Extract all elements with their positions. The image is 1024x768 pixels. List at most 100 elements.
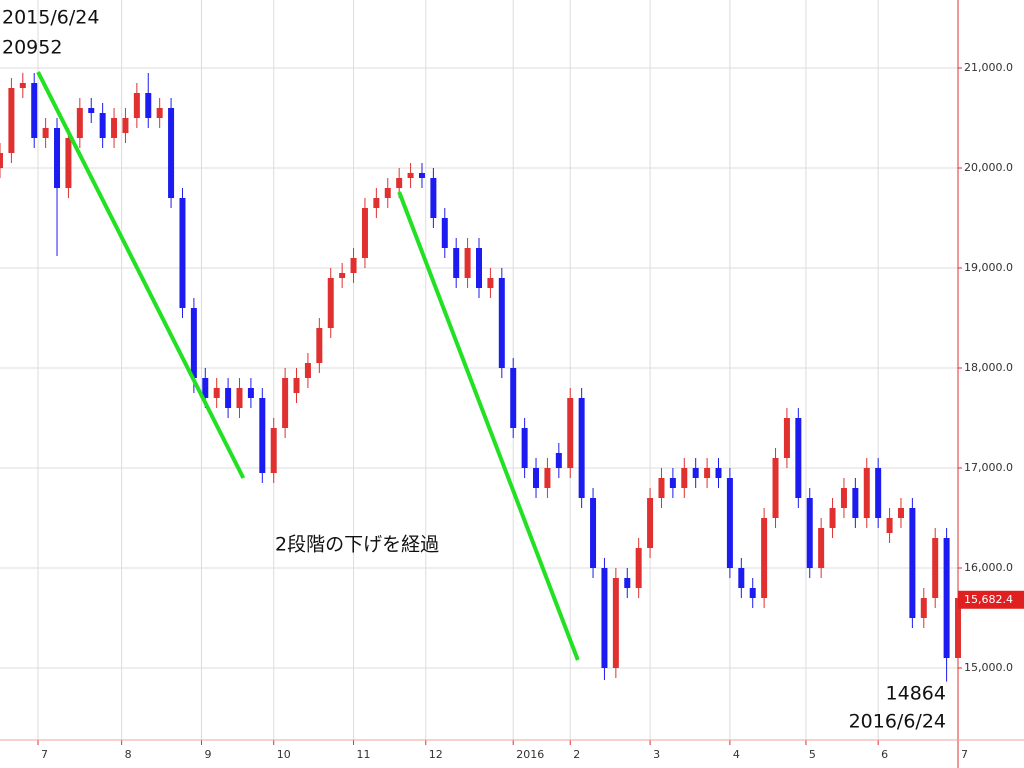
- candle-body: [863, 468, 870, 518]
- x-tick-label: 10: [277, 748, 291, 761]
- x-tick-label: 7: [961, 748, 968, 761]
- y-tick-label: 16,000.0: [964, 561, 1013, 574]
- candle-body: [932, 538, 939, 598]
- candle-body: [293, 378, 300, 393]
- candle-body: [361, 208, 368, 258]
- candle-body: [8, 88, 15, 153]
- candle-body: [601, 568, 608, 668]
- candle-body: [533, 468, 540, 488]
- candle-body: [350, 258, 357, 273]
- candle-body: [259, 398, 266, 473]
- candle-body: [0, 153, 3, 168]
- trend-line: [397, 191, 580, 661]
- candle-body: [236, 388, 243, 408]
- start-value: 20952: [2, 37, 62, 59]
- candle-body: [544, 468, 551, 488]
- candle-body: [111, 118, 118, 138]
- candle-body: [692, 468, 699, 478]
- candle-body: [31, 83, 38, 138]
- candle-body: [806, 498, 813, 568]
- candle-body: [795, 418, 802, 498]
- candle-body: [612, 578, 619, 668]
- candle-body: [156, 108, 163, 118]
- x-tick-label: 2: [573, 748, 580, 761]
- candle-body: [487, 278, 494, 288]
- candle-body: [190, 308, 197, 378]
- candle-body: [897, 508, 904, 518]
- candle-body: [42, 128, 49, 138]
- candle-body: [464, 248, 471, 278]
- candle-body: [840, 488, 847, 508]
- last-price-label: 15,682.4: [964, 593, 1013, 606]
- candle-body: [430, 178, 437, 218]
- candle-body: [875, 468, 882, 518]
- candle-body: [555, 453, 562, 468]
- candle-body: [407, 173, 414, 178]
- candle-body: [943, 538, 950, 658]
- candle-body: [624, 578, 631, 588]
- x-tick-label: 8: [125, 748, 132, 761]
- candle-body: [133, 93, 140, 118]
- candle-body: [498, 278, 505, 368]
- candle-body: [476, 248, 482, 288]
- candle-body: [225, 388, 232, 408]
- candle-body: [909, 508, 916, 618]
- candle-body: [783, 418, 790, 458]
- candle-body: [886, 518, 893, 533]
- candle-body: [282, 378, 289, 428]
- candle-body: [65, 138, 72, 188]
- candle-body: [418, 173, 425, 178]
- candle-body: [19, 83, 26, 88]
- y-tick-label: 20,000.0: [964, 161, 1013, 174]
- y-tick-label: 18,000.0: [964, 361, 1013, 374]
- y-tick-label: 15,000.0: [964, 661, 1013, 674]
- candle-body: [715, 468, 722, 478]
- candle-body: [76, 108, 83, 138]
- x-tick-label: 12: [429, 748, 443, 761]
- candle-body: [772, 458, 779, 518]
- candle-body: [202, 378, 209, 398]
- candle-body: [658, 478, 665, 498]
- candle-body: [852, 488, 859, 518]
- candle-body: [99, 113, 106, 138]
- start-date: 2015/6/24: [2, 7, 99, 29]
- candle-body: [339, 273, 346, 278]
- last-price-box: [958, 590, 1024, 609]
- candle-body: [726, 478, 733, 568]
- end-date: 2016/6/24: [849, 711, 946, 733]
- candle-body: [453, 248, 460, 278]
- candle-body: [635, 548, 642, 588]
- candle-body: [818, 528, 825, 568]
- y-tick-label: 19,000.0: [964, 261, 1013, 274]
- candle-body: [247, 388, 254, 398]
- candle-body: [647, 498, 654, 548]
- candle-body: [179, 198, 186, 308]
- candle-body: [829, 508, 836, 528]
- y-tick-label: 17,000.0: [964, 461, 1013, 474]
- candle-body: [327, 278, 334, 328]
- candle-body: [681, 468, 688, 488]
- candle-body: [669, 478, 676, 488]
- candle-body: [54, 128, 61, 188]
- candle-body: [510, 368, 517, 428]
- candle-body: [373, 198, 380, 208]
- candle-body: [145, 93, 152, 118]
- candle-body: [316, 328, 323, 363]
- x-tick-label: 11: [357, 748, 371, 761]
- candle-body: [761, 518, 768, 598]
- candle-body: [567, 398, 574, 468]
- x-tick-label: 6: [881, 748, 888, 761]
- candle-body: [384, 188, 391, 198]
- candle-body: [521, 428, 528, 468]
- candle-body: [88, 108, 95, 113]
- candle-body: [704, 468, 711, 478]
- y-tick-label: 21,000.0: [964, 61, 1013, 74]
- x-tick-label: 5: [809, 748, 816, 761]
- candle-body: [920, 598, 927, 618]
- candle-body: [578, 398, 585, 498]
- candle-body: [213, 388, 220, 398]
- candle-body: [168, 108, 175, 198]
- note: 2段階の下げを経過: [275, 534, 439, 556]
- candle-body: [441, 218, 448, 248]
